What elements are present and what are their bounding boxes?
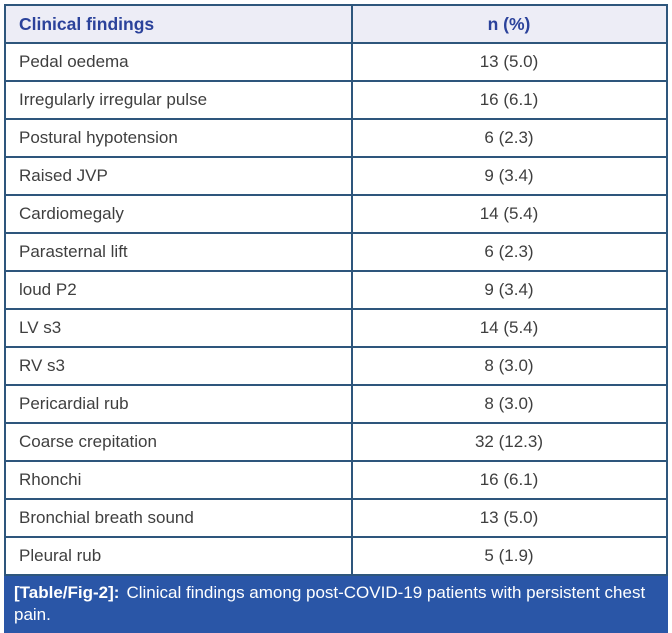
value-cell: 9 (3.4) [351, 270, 668, 310]
table-row: Bronchial breath sound 13 (5.0) [4, 498, 668, 538]
table-row: Irregularly irregular pulse 16 (6.1) [4, 80, 668, 120]
table-body: Pedal oedema 13 (5.0) Irregularly irregu… [4, 42, 668, 576]
clinical-findings-table: Clinical findings n (%) Pedal oedema 13 … [4, 4, 668, 576]
table-row: Coarse crepitation 32 (12.3) [4, 422, 668, 462]
value-cell: 5 (1.9) [351, 536, 668, 576]
value-cell: 16 (6.1) [351, 460, 668, 500]
value-cell: 13 (5.0) [351, 42, 668, 82]
table-row: Pericardial rub 8 (3.0) [4, 384, 668, 424]
table-caption-label: [Table/Fig-2]: [14, 583, 120, 602]
table-row: loud P2 9 (3.4) [4, 270, 668, 310]
table-row: Cardiomegaly 14 (5.4) [4, 194, 668, 234]
finding-cell: Pleural rub [4, 536, 353, 576]
table-row: Postural hypotension 6 (2.3) [4, 118, 668, 158]
column-header-clinical-findings: Clinical findings [4, 4, 353, 44]
table-row: Pedal oedema 13 (5.0) [4, 42, 668, 82]
finding-cell: LV s3 [4, 308, 353, 348]
finding-cell: loud P2 [4, 270, 353, 310]
value-cell: 13 (5.0) [351, 498, 668, 538]
table-row: Parasternal lift 6 (2.3) [4, 232, 668, 272]
value-cell: 14 (5.4) [351, 194, 668, 234]
finding-cell: Parasternal lift [4, 232, 353, 272]
finding-cell: Pericardial rub [4, 384, 353, 424]
value-cell: 9 (3.4) [351, 156, 668, 196]
finding-cell: Pedal oedema [4, 42, 353, 82]
finding-cell: Raised JVP [4, 156, 353, 196]
value-cell: 32 (12.3) [351, 422, 668, 462]
finding-cell: Cardiomegaly [4, 194, 353, 234]
table-header: Clinical findings n (%) [4, 4, 668, 44]
table-row: Pleural rub 5 (1.9) [4, 536, 668, 576]
value-cell: 8 (3.0) [351, 384, 668, 424]
table-header-row: Clinical findings n (%) [4, 4, 668, 44]
finding-cell: Bronchial breath sound [4, 498, 353, 538]
table-row: Rhonchi 16 (6.1) [4, 460, 668, 500]
finding-cell: Irregularly irregular pulse [4, 80, 353, 120]
value-cell: 6 (2.3) [351, 232, 668, 272]
table-row: Raised JVP 9 (3.4) [4, 156, 668, 196]
value-cell: 8 (3.0) [351, 346, 668, 386]
table-row: RV s3 8 (3.0) [4, 346, 668, 386]
value-cell: 14 (5.4) [351, 308, 668, 348]
finding-cell: Postural hypotension [4, 118, 353, 158]
column-header-n-percent: n (%) [351, 4, 668, 44]
value-cell: 6 (2.3) [351, 118, 668, 158]
table-caption: [Table/Fig-2]: Clinical findings among po… [4, 576, 668, 633]
value-cell: 16 (6.1) [351, 80, 668, 120]
finding-cell: RV s3 [4, 346, 353, 386]
finding-cell: Rhonchi [4, 460, 353, 500]
finding-cell: Coarse crepitation [4, 422, 353, 462]
figure-page: Clinical findings n (%) Pedal oedema 13 … [4, 4, 668, 633]
table-row: LV s3 14 (5.4) [4, 308, 668, 348]
